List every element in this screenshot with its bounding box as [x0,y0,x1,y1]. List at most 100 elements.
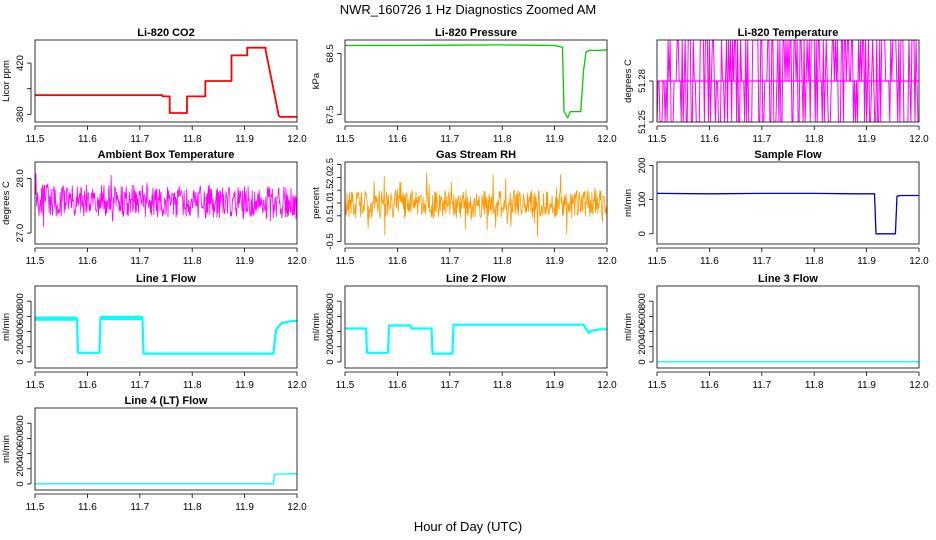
panel-ambient-box-temperature-series-0 [35,173,297,228]
panel-line-4-lt-flow-xtick-label-5: 12.0 [287,502,307,513]
panel-gas-stream-rh-ytick-label-3: 1.5 [325,184,336,197]
panel-line-1-flow-ylabel: ml/min [1,313,12,341]
panel-line-3-flow-ytick-label-1: 200 [637,339,648,355]
panel-gas-stream-rh-ytick-label-5: 2.5 [325,158,336,171]
panel-line-4-lt-flow-ytick-label-0: 0 [15,481,26,486]
panel-li-820-co2: Li-820 CO2 11.5 11.6 11.7 11.8 11.9 12.0 380 420… [1,27,307,145]
panel-line-1-flow-data [35,315,297,355]
panel-line-3-flow-xtick-label-5: 12.0 [909,380,929,391]
panel-line-4-lt-flow-ytick-label-3: 600 [15,430,26,446]
panel-gas-stream-rh-ytick-label-2: 1.0 [325,196,336,209]
panel-li-820-pressure-data [345,44,607,119]
panel-gas-stream-rh-xtick-label-1: 11.6 [388,256,407,267]
panel-li-820-temperature-title: Li-820 Temperature [738,27,839,39]
panel-line-4-lt-flow-data [35,473,297,485]
panel-sample-flow-title: Sample Flow [754,149,822,161]
figure-title: NWR_160726 1 Hz Diagnostics Zoomed AM [340,2,597,17]
panel-li-820-temperature-ylabel: degrees C [623,59,634,103]
panel-line-3-flow-plot-box [656,285,920,369]
panel-line-3-flow-xtick-label-0: 11.5 [648,380,667,391]
panel-li-820-pressure-xtick-label-4: 11.9 [545,134,564,145]
panel-ambient-box-temperature-xtick-label-3: 11.8 [183,256,202,267]
panel-li-820-temperature-xtick-label-4: 11.9 [857,134,876,145]
panel-line-2-flow-xtick-label-1: 11.6 [388,380,407,391]
panel-sample-flow-series-0 [657,192,919,235]
panel-line-3-flow-ytick-label-4: 800 [637,293,648,309]
panel-line-2-flow: Line 2 Flow 11.5 11.6 11.7 11.8 11.9 12.0 0 2004… [311,273,617,391]
panel-line-2-flow-xtick-label-4: 11.9 [545,380,564,391]
panel-line-2-flow-xtick-label-3: 11.8 [493,380,512,391]
panel-li-820-pressure-xtick-label-3: 11.8 [493,134,512,145]
panel-line-1-flow-ytick-label-0: 0 [15,359,26,364]
panel-sample-flow: Sample Flow 11.5 11.6 11.7 11.8 11.9 12.0 0 100 2… [623,149,929,267]
panel-li-820-pressure-ytick-label-1: 68.5 [325,44,336,63]
panel-li-820-temperature-xtick-label-2: 11.7 [752,134,771,145]
panel-line-1-flow-xtick-label-0: 11.5 [26,380,45,391]
panel-line-1-flow-ytick-label-1: 200 [15,339,26,355]
panel-line-2-flow-series-0 [345,323,607,355]
panel-li-820-co2-xtick-label-3: 11.8 [183,134,202,145]
panel-line-4-lt-flow-xtick-label-3: 11.8 [183,502,202,513]
panel-gas-stream-rh-ytick-label-0: -0.5 [325,233,336,249]
panel-line-4-lt-flow-xtick-label-4: 11.9 [235,502,254,513]
panel-line-3-flow-xtick-label-2: 11.7 [752,380,771,391]
panel-line-3-flow: Line 3 Flow 11.5 11.6 11.7 11.8 11.9 12.0 0 2004… [623,273,929,391]
panel-li-820-temperature-xtick-label-0: 11.5 [648,134,667,145]
panel-ambient-box-temperature-xtick-label-2: 11.7 [130,256,149,267]
panel-line-3-flow-title: Line 3 Flow [758,273,818,285]
panel-gas-stream-rh-xtick-label-5: 12.0 [597,256,617,267]
panel-ambient-box-temperature-ytick-label-0: 27.0 [15,224,26,243]
panel-ambient-box-temperature-xtick-label-5: 12.0 [287,256,307,267]
panel-li-820-temperature-ytick-label-1: 51.28 [637,69,648,93]
panel-li-820-co2-xtick-label-2: 11.7 [130,134,149,145]
panel-line-1-flow-xtick-label-4: 11.9 [235,380,254,391]
panel-line-4-lt-flow-ylabel: ml/min [1,435,12,463]
panel-gas-stream-rh-xtick-label-4: 11.9 [545,256,564,267]
panel-sample-flow-ytick-label-1: 100 [637,192,648,208]
panel-line-1-flow-series-0 [35,316,297,355]
panel-li-820-pressure-title: Li-820 Pressure [435,27,517,39]
panel-line-4-lt-flow-xtick-label-0: 11.5 [26,502,45,513]
panel-gas-stream-rh-title: Gas Stream RH [436,149,516,161]
panel-line-3-flow-ytick-label-0: 0 [637,359,648,364]
panel-li-820-co2-xtick-label-5: 12.0 [287,134,307,145]
panel-li-820-co2-series-0 [35,46,297,118]
panel-line-1-flow-title: Line 1 Flow [136,273,196,285]
panel-sample-flow-xtick-label-0: 11.5 [648,256,667,267]
panel-line-3-flow-xtick-label-1: 11.6 [700,380,719,391]
panel-gas-stream-rh-ytick-label-4: 2.0 [325,171,336,184]
panel-ambient-box-temperature-plot-box [34,161,298,245]
panel-line-2-flow-xtick-label-0: 11.5 [336,380,355,391]
panel-li-820-pressure-plot-box [344,39,608,123]
panel-li-820-pressure-xtick-label-0: 11.5 [336,134,355,145]
panel-li-820-co2-xtick-label-0: 11.5 [26,134,45,145]
panel-line-3-flow-ytick-label-2: 400 [637,324,648,340]
panel-ambient-box-temperature-title: Ambient Box Temperature [98,149,235,161]
panel-li-820-pressure: Li-820 Pressure 11.5 11.6 11.7 11.8 11.9 12.0 6… [311,27,617,145]
panel-sample-flow-plot-box [656,161,920,245]
panel-line-3-flow-ylabel: ml/min [623,313,634,341]
panel-line-2-flow-ylabel: ml/min [311,313,322,341]
panel-sample-flow-xtick-label-3: 11.8 [805,256,824,267]
panel-gas-stream-rh-ytick-label-1: 0.5 [325,209,336,222]
panel-ambient-box-temperature-xtick-label-4: 11.9 [235,256,254,267]
panel-gas-stream-rh-ylabel: percent [311,187,322,219]
panel-line-4-lt-flow-xtick-label-1: 11.6 [78,502,97,513]
panel-li-820-pressure-ylabel: kPa [311,72,322,89]
panel-li-820-co2-xtick-label-1: 11.6 [78,134,97,145]
panel-line-2-flow-ytick-label-0: 0 [325,359,336,364]
panel-li-820-co2-xtick-label-4: 11.9 [235,134,254,145]
panel-line-2-flow-plot-box [344,285,608,369]
panel-line-2-flow-title: Line 2 Flow [446,273,506,285]
panel-ambient-box-temperature-data [35,173,297,228]
panel-gas-stream-rh: Gas Stream RH 11.5 11.6 11.7 11.8 11.9 12.0 -0.… [311,149,617,267]
panel-sample-flow-data [657,192,919,235]
panel-li-820-pressure-xtick-label-1: 11.6 [388,134,407,145]
panel-gas-stream-rh-series-0 [345,172,607,237]
panel-line-4-lt-flow-xtick-label-2: 11.7 [130,502,149,513]
panel-li-820-co2-plot-box [34,39,298,123]
panel-li-820-temperature-xtick-label-5: 12.0 [909,134,929,145]
panel-grid: Li-820 CO2 11.5 11.6 11.7 11.8 11.9 12.0 380 420… [1,27,929,513]
